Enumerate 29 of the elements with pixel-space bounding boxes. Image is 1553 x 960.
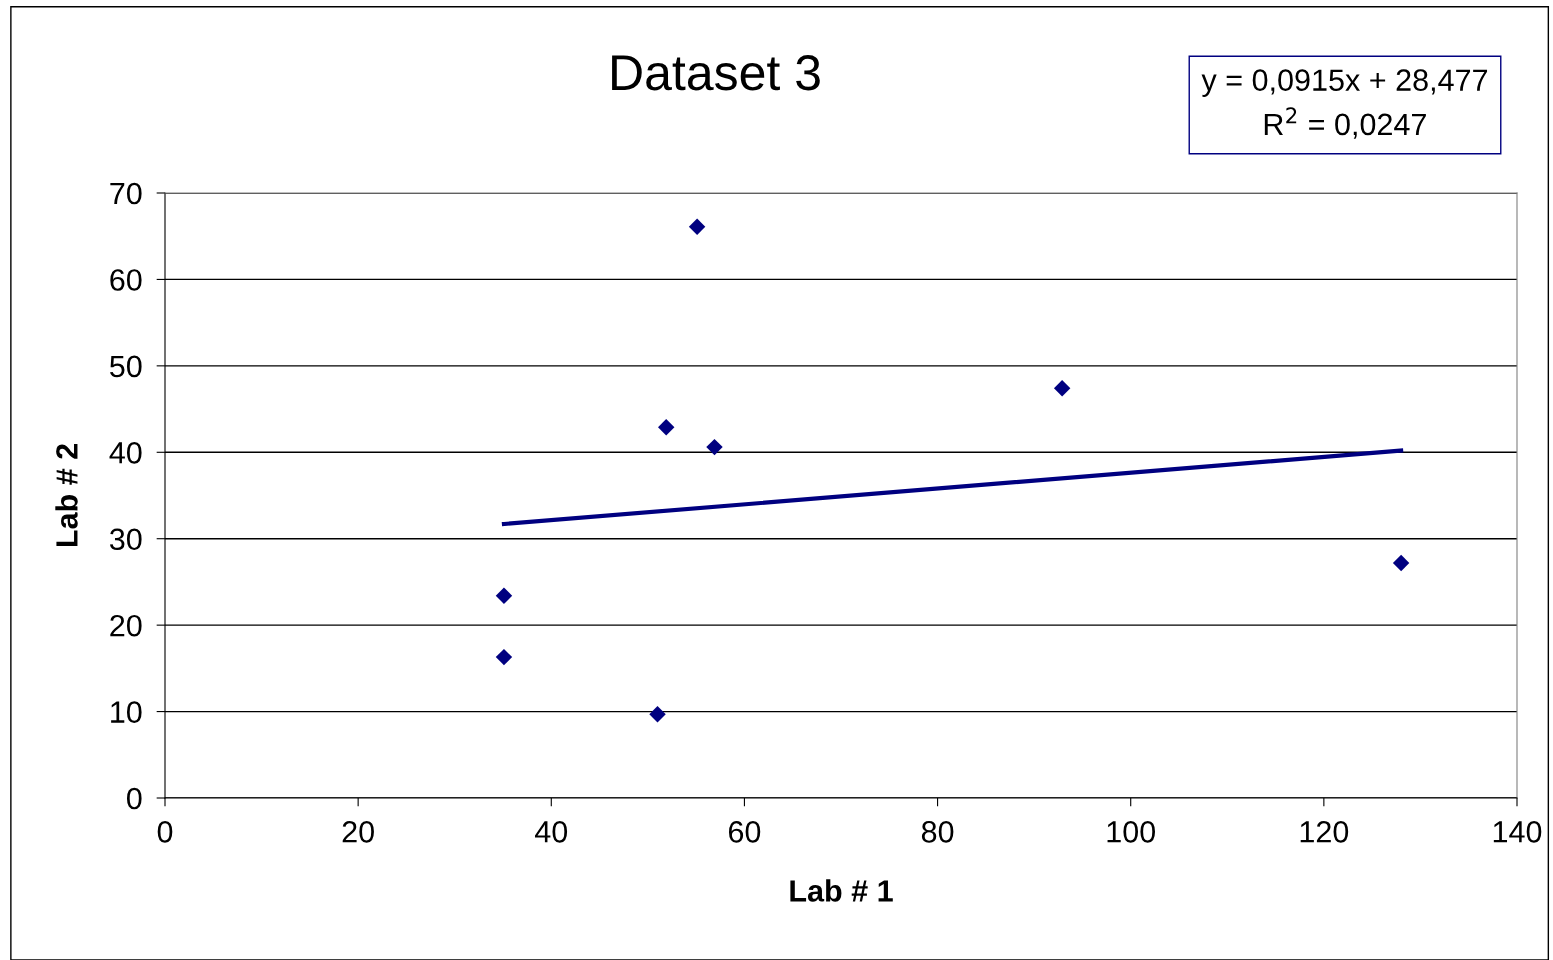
text: R$^{2}$ = 0,0247 [1264, 107, 1426, 139]
text: y = 0,0915x + 28,477 [1201, 69, 1488, 97]
x-tick-label: 40 [535, 821, 568, 843]
y-tick-label: 60 [110, 269, 142, 291]
x-tick-label: 0 [157, 821, 173, 843]
y-tick-label: 40 [109, 442, 142, 464]
x-tick-label: 20 [342, 821, 374, 843]
point [495, 648, 513, 666]
y-tick-label: 10 [111, 701, 142, 723]
x-tick-label: 140 [1493, 821, 1542, 843]
x-tick-label: 60 [728, 821, 761, 843]
point [688, 218, 706, 235]
y-tick-label: 50 [110, 355, 142, 378]
y-tick-label: 30 [109, 528, 142, 551]
x-axis-title: Lab # 1 [790, 879, 893, 902]
x-tick-label: 80 [921, 821, 954, 843]
x-tick-label: 100 [1107, 821, 1156, 843]
y-axis-title: Lab # 2 [55, 444, 78, 547]
y-tick-label: 20 [110, 614, 142, 637]
y-tick-label: 70 [110, 182, 142, 205]
y-tick-label: 0 [126, 787, 142, 810]
point [1392, 554, 1410, 572]
point [495, 587, 513, 604]
point [1053, 380, 1071, 397]
point [657, 419, 675, 436]
point [706, 438, 723, 456]
chart-title: Dataset 3 [612, 55, 820, 91]
point [649, 705, 666, 723]
x-tick-label: 120 [1300, 821, 1349, 843]
